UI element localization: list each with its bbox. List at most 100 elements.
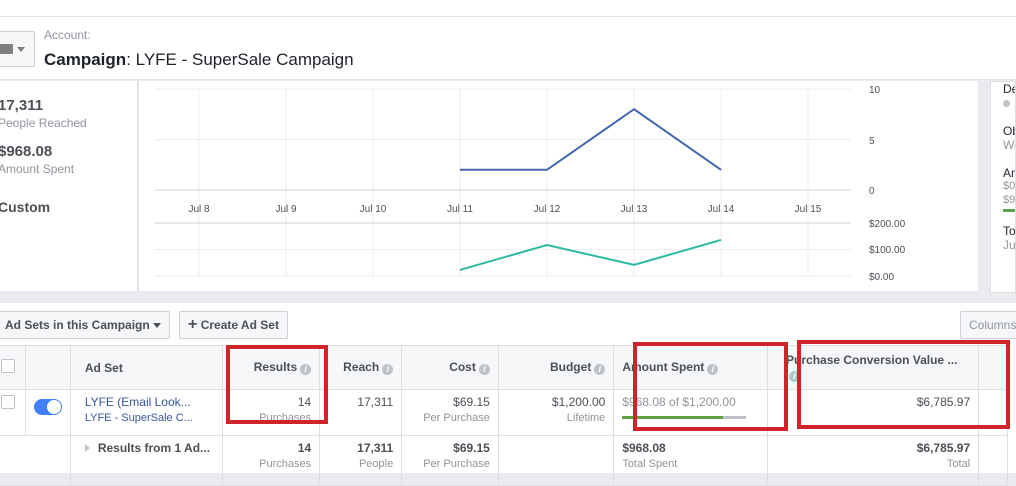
amount-spent-label: Amount Spent [0,162,75,176]
results-cell: 14 Purchases [221,389,321,436]
budget-cell: $1,200.00 Lifetime [497,389,615,436]
total-label: To [1003,224,1016,238]
toggle-header [24,345,71,390]
totals-blank [0,435,26,486]
columns-button[interactable]: Columns [960,311,1016,339]
status-dot-icon [1003,100,1010,107]
objective-value: We [1003,138,1015,152]
summary-stats: 17,311 People Reached $968.08 Amount Spe… [0,81,138,291]
info-icon: i [707,364,719,375]
x-tick-label: Jul 8 [188,204,210,215]
y-tick-label: $0.00 [869,272,894,283]
amount-value: $96 [1003,194,1016,206]
x-tick-label: Jul 14 [708,204,735,215]
adsets-dropdown[interactable]: Ad Sets in this Campaign [0,311,171,339]
highlight-amount-spent [633,342,788,431]
total-purchase-value: $6,785.97 Total [767,435,980,486]
campaign-name: : LYFE - SuperSale Campaign [126,50,354,69]
adsets-dropdown-label: Ad Sets in this Campaign [5,318,150,332]
card-icon [0,44,13,54]
toggle-cell [24,389,71,436]
total-spent: $968.08 Total Spent [613,435,769,486]
x-tick-label: Jul 15 [795,204,822,215]
info-icon: i [789,371,801,382]
title-prefix: Campaign [44,50,127,69]
extra-cell [978,435,1008,486]
total-budget [497,435,615,486]
col-purchase-value[interactable]: Purchase Conversion Value ...i [767,345,980,390]
highlight-results [226,345,328,424]
amount-min: $0 [1003,180,1016,192]
campaign-link[interactable]: LYFE - SuperSale C... [84,412,193,424]
table-header-row: Ad Set Results i Reach i Cost i Budget i Amo… [0,345,1008,390]
x-tick-label: Jul 9 [275,204,297,215]
create-adset-label: Create Ad Set [200,318,279,332]
results-line [460,107,722,171]
adset-name-link[interactable]: LYFE (Email Look... [84,395,191,409]
y-tick-label: $200.00 [869,219,906,230]
totals-blank [25,435,71,486]
page-title: Campaign: LYFE - SuperSale Campaign [44,50,354,70]
plus-icon: + [188,316,198,333]
col-amount-spent[interactable]: Amount Spent i [613,345,769,390]
adset-name-cell: LYFE (Email Look... LYFE - SuperSale C... [69,389,223,436]
adsets-section: Ad Sets in this Campaign + Create Ad Set… [0,303,1016,486]
x-tick-label: Jul 13 [621,204,648,215]
select-all-cell [0,345,26,390]
col-adset[interactable]: Ad Set [69,345,223,390]
performance-chart: 10 5 0 Jul 8 Jul 9 Jul 10 Jul 11 Jul 12 Jul 13 Ju… [139,81,978,291]
total-results: 14 Purchases [221,435,321,486]
cost-cell: $69.15 Per Purchase [401,389,499,436]
totals-label[interactable]: Results from 1 Ad... [69,435,223,486]
account-label: Account: [44,28,91,42]
info-icon: i [478,364,490,375]
row-checkbox[interactable] [1,395,15,409]
campaign-details-panel: De Ob We Am $0 $96 To Jul [990,81,1016,293]
row-select-cell [0,389,26,436]
amount-spent-value: $968.08 [0,143,53,160]
chart-svg: 10 5 0 Jul 8 Jul 9 Jul 10 Jul 11 Jul 12 Jul 13 Ju… [155,85,906,283]
people-reached-label: People Reached [0,116,87,130]
y-tick-label: 5 [869,136,875,147]
y-tick-label: 0 [869,186,875,197]
caret-down-icon [153,323,162,332]
expand-icon [84,444,94,452]
page-header: Account: Campaign: LYFE - SuperSale Camp… [0,17,1016,80]
extra-col [978,345,1008,390]
y-tick-label: 10 [869,85,881,96]
adset-toggle[interactable] [33,399,62,415]
amount-label: Am [1003,166,1015,180]
date-range-selector[interactable]: Custom [0,199,51,215]
col-budget[interactable]: Budget i [497,345,615,390]
create-adset-button[interactable]: + Create Ad Set [179,311,288,339]
highlight-purchase-value [797,340,1010,429]
adsets-table: Ad Set Results i Reach i Cost i Budget i Amo… [0,345,1008,486]
col-reach[interactable]: Reach i [319,345,403,390]
info-icon: i [594,364,606,375]
people-reached-value: 17,311 [0,97,44,114]
total-reach: 17,311 People [319,435,403,486]
info-icon: i [300,364,312,375]
reach-cell: 17,311 [319,389,403,436]
amount-progress [1003,209,1015,212]
total-value: Jul [1003,238,1016,252]
totals-row: Results from 1 Ad... 14 Purchases 17,311 P… [0,435,1008,486]
objective-label: Ob [1003,124,1015,138]
x-tick-label: Jul 10 [360,204,387,215]
account-menu-button[interactable] [0,31,35,67]
delivery-label: De [1003,82,1015,96]
select-all-checkbox[interactable] [1,359,15,373]
col-cost[interactable]: Cost i [401,345,499,390]
x-tick-label: Jul 12 [534,204,561,215]
chevron-down-icon [17,47,25,56]
col-results[interactable]: Results i [221,345,321,390]
top-bar [0,0,1016,17]
spend-line [459,238,722,271]
divider [0,293,1016,303]
spend-progress-fill [622,416,723,419]
total-cost: $69.15 Per Purchase [401,435,499,486]
x-tick-label: Jul 11 [447,204,473,215]
y-tick-label: $100.00 [869,245,906,256]
info-icon: i [382,364,394,375]
spend-progress-bar [622,416,747,419]
